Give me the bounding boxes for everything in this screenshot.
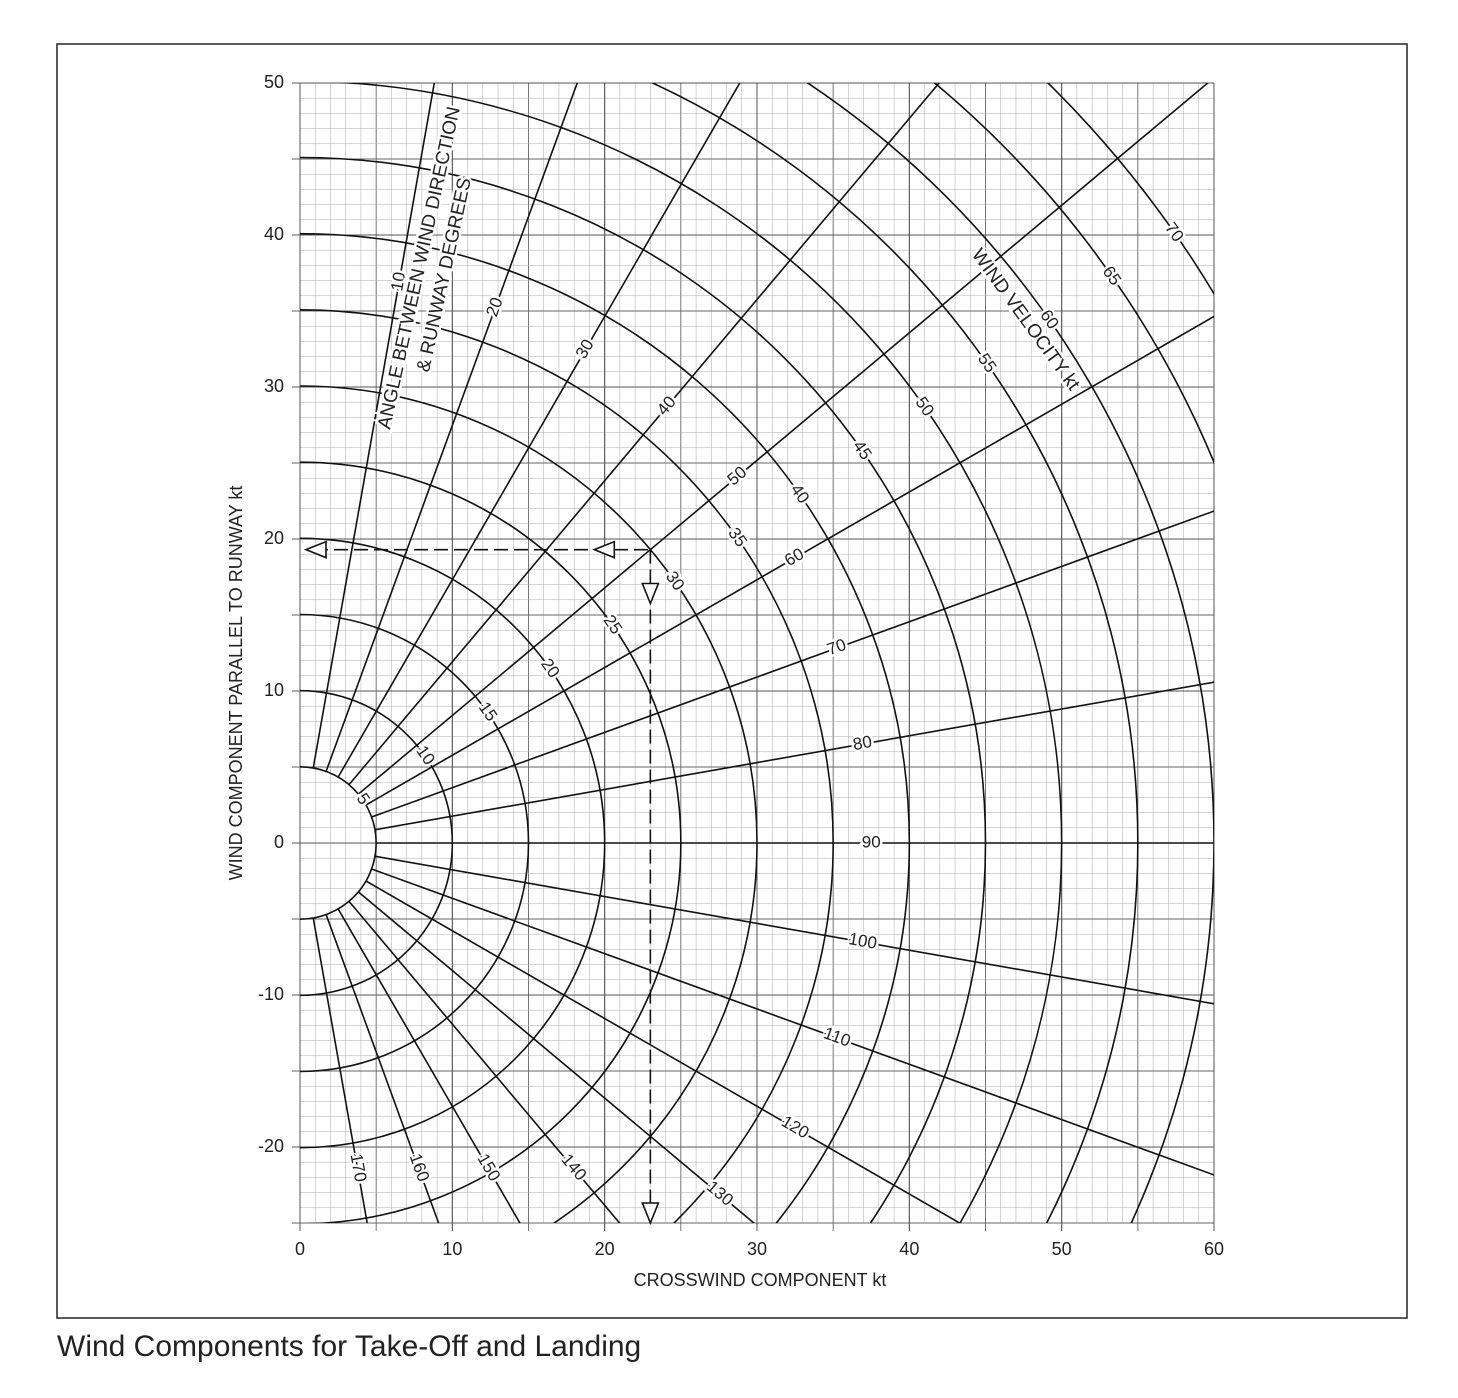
angle-line	[357, 83, 1209, 795]
angle-line	[374, 855, 1214, 1005]
velocity-label: 45	[849, 437, 875, 463]
x-tick-label: 0	[295, 1239, 305, 1259]
velocity-label: 55	[974, 350, 1000, 376]
grid	[292, 82, 1215, 1231]
arrowhead	[641, 1202, 660, 1226]
y-tick-label: 0	[274, 832, 284, 852]
y-tick-label: -20	[258, 1136, 284, 1156]
x-tick-label: 40	[899, 1239, 919, 1259]
angle-line	[325, 914, 440, 1223]
angle-label: 60	[781, 544, 807, 570]
angle-line	[365, 880, 962, 1223]
angle-line	[312, 917, 368, 1223]
x-tick-label: 60	[1204, 1239, 1224, 1259]
velocity-label: 20	[537, 655, 563, 681]
caption: Wind Components for Take-Off and Landing	[57, 1330, 641, 1363]
velocity-label: 15	[475, 698, 501, 724]
velocity-circle	[1046, 83, 1214, 296]
velocity-label: 50	[912, 393, 938, 419]
y-tick-label: 30	[264, 376, 284, 396]
angle-label: 20	[482, 295, 506, 319]
velocity-label: 35	[724, 524, 750, 550]
angle-line	[325, 83, 579, 772]
angle-line	[337, 908, 521, 1223]
arrowhead	[641, 582, 660, 606]
y-tick-label: 20	[264, 528, 284, 548]
velocity-label: 65	[1099, 263, 1125, 289]
x-tick-label: 20	[595, 1239, 615, 1259]
y-tick-label: -10	[258, 984, 284, 1004]
angle-line	[371, 868, 1214, 1176]
arrowhead	[303, 540, 327, 559]
angle-line	[348, 83, 941, 786]
velocity-label: 40	[787, 480, 813, 506]
angle-line	[337, 83, 741, 778]
angle-label: 30	[572, 336, 598, 362]
velocity-circle	[650, 83, 1139, 1223]
y-tick-label: 40	[264, 224, 284, 244]
angle-label: 170	[347, 1152, 371, 1183]
x-axis-label: CROSSWIND COMPONENT kt	[634, 1270, 887, 1290]
angle-line	[312, 83, 436, 769]
velocity-label: 30	[662, 568, 688, 594]
x-tick-label: 30	[747, 1239, 767, 1259]
angle-line	[371, 510, 1214, 818]
angle-line	[365, 315, 1214, 806]
y-tick-label: 10	[264, 680, 284, 700]
angle-label: 160	[406, 1151, 434, 1184]
angle-label: 80	[851, 732, 873, 754]
frame	[56, 43, 1408, 1319]
velocity-circle	[805, 83, 1214, 1223]
velocity-circle	[300, 156, 987, 1223]
y-axis-label: WIND COMPONENT PARALLEL TO RUNWAY kt	[226, 486, 246, 881]
angle-label: 90	[862, 832, 881, 851]
arrowhead	[592, 540, 616, 559]
x-tick-label: 10	[442, 1239, 462, 1259]
velocity-circle	[933, 83, 1214, 1223]
angle-line	[374, 681, 1214, 831]
angle-line	[348, 900, 621, 1223]
angle-label: 70	[824, 635, 848, 659]
x-tick-label: 50	[1052, 1239, 1072, 1259]
y-tick-label: 50	[264, 72, 284, 92]
angle-line	[357, 891, 756, 1223]
